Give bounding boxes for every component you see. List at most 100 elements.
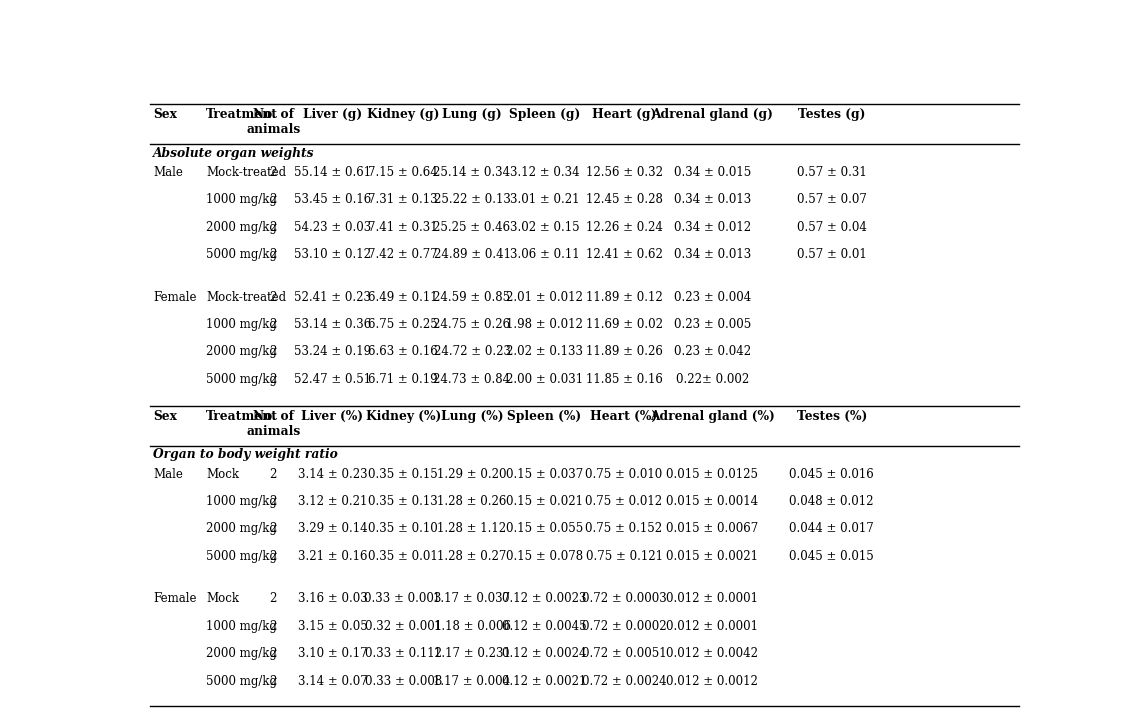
Text: 1.29 ± 0.20: 1.29 ± 0.20 <box>438 468 507 481</box>
Text: 0.33 ± 0.008: 0.33 ± 0.008 <box>365 675 442 688</box>
Text: 3.15 ± 0.05: 3.15 ± 0.05 <box>298 620 367 633</box>
Text: 11.89 ± 0.12: 11.89 ± 0.12 <box>586 291 662 304</box>
Text: 53.24 ± 0.19: 53.24 ± 0.19 <box>294 346 370 358</box>
Text: 0.57 ± 0.01: 0.57 ± 0.01 <box>797 248 866 261</box>
Text: Mock: Mock <box>206 468 239 481</box>
Text: 1.17 ± 0.231: 1.17 ± 0.231 <box>433 647 511 660</box>
Text: Female: Female <box>153 592 196 605</box>
Text: 53.10 ± 0.12: 53.10 ± 0.12 <box>294 248 370 261</box>
Text: 53.14 ± 0.36: 53.14 ± 0.36 <box>294 318 372 331</box>
Text: Absolute organ weights: Absolute organ weights <box>153 146 315 160</box>
Text: Treatment: Treatment <box>206 410 278 423</box>
Text: 2: 2 <box>269 495 277 508</box>
Text: Lung (g): Lung (g) <box>442 108 502 122</box>
Text: 12.45 ± 0.28: 12.45 ± 0.28 <box>586 193 662 206</box>
Text: 1000 mg/kg: 1000 mg/kg <box>206 318 277 331</box>
Text: 0.15 ± 0.078: 0.15 ± 0.078 <box>506 550 583 562</box>
Text: 2: 2 <box>269 647 277 660</box>
Text: Liver (g): Liver (g) <box>303 108 363 122</box>
Text: 0.57 ± 0.07: 0.57 ± 0.07 <box>797 193 866 206</box>
Text: 0.045 ± 0.015: 0.045 ± 0.015 <box>789 550 874 562</box>
Text: 12.26 ± 0.24: 12.26 ± 0.24 <box>586 220 662 233</box>
Text: 11.85 ± 0.16: 11.85 ± 0.16 <box>586 373 662 386</box>
Text: Spleen (g): Spleen (g) <box>508 108 580 122</box>
Text: 0.012 ± 0.0042: 0.012 ± 0.0042 <box>667 647 758 660</box>
Text: 0.044 ± 0.017: 0.044 ± 0.017 <box>789 523 874 535</box>
Text: 0.75 ± 0.152: 0.75 ± 0.152 <box>586 523 662 535</box>
Text: 1.98 ± 0.012: 1.98 ± 0.012 <box>506 318 583 331</box>
Text: 2: 2 <box>269 620 277 633</box>
Text: 1000 mg/kg: 1000 mg/kg <box>206 495 277 508</box>
Text: 1.28 ± 0.27: 1.28 ± 0.27 <box>438 550 507 562</box>
Text: 0.72 ± 0.0024: 0.72 ± 0.0024 <box>581 675 666 688</box>
Text: 24.75 ± 0.26: 24.75 ± 0.26 <box>433 318 511 331</box>
Text: Organ to body weight ratio: Organ to body weight ratio <box>153 449 337 461</box>
Text: 5000 mg/kg: 5000 mg/kg <box>206 248 277 261</box>
Text: 0.34 ± 0.013: 0.34 ± 0.013 <box>674 248 751 261</box>
Text: 24.59 ± 0.85: 24.59 ± 0.85 <box>433 291 511 304</box>
Text: Kidney (g): Kidney (g) <box>367 108 439 122</box>
Text: 7.41 ± 0.31: 7.41 ± 0.31 <box>368 220 438 233</box>
Text: 3.12 ± 0.21: 3.12 ± 0.21 <box>298 495 367 508</box>
Text: Male: Male <box>153 166 184 178</box>
Text: 1.18 ± 0.006: 1.18 ± 0.006 <box>433 620 511 633</box>
Text: 0.23 ± 0.005: 0.23 ± 0.005 <box>674 318 751 331</box>
Text: No. of
animals: No. of animals <box>246 410 300 438</box>
Text: Sex: Sex <box>153 410 177 423</box>
Text: 25.14 ± 0.34: 25.14 ± 0.34 <box>433 166 511 178</box>
Text: 0.15 ± 0.021: 0.15 ± 0.021 <box>506 495 583 508</box>
Text: 24.89 ± 0.41: 24.89 ± 0.41 <box>433 248 511 261</box>
Text: 0.32 ± 0.001: 0.32 ± 0.001 <box>365 620 441 633</box>
Text: 0.15 ± 0.055: 0.15 ± 0.055 <box>506 523 584 535</box>
Text: 0.57 ± 0.31: 0.57 ± 0.31 <box>797 166 866 178</box>
Text: 2.00 ± 0.031: 2.00 ± 0.031 <box>506 373 583 386</box>
Text: 0.015 ± 0.0021: 0.015 ± 0.0021 <box>667 550 758 562</box>
Text: 3.02 ± 0.15: 3.02 ± 0.15 <box>510 220 579 233</box>
Text: 53.45 ± 0.16: 53.45 ± 0.16 <box>294 193 372 206</box>
Text: 2: 2 <box>269 318 277 331</box>
Text: 0.012 ± 0.0001: 0.012 ± 0.0001 <box>667 592 758 605</box>
Text: Mock: Mock <box>206 592 239 605</box>
Text: 3.06 ± 0.11: 3.06 ± 0.11 <box>510 248 579 261</box>
Text: Female: Female <box>153 291 196 304</box>
Text: 2: 2 <box>269 166 277 178</box>
Text: 0.35 ± 0.15: 0.35 ± 0.15 <box>368 468 438 481</box>
Text: 3.29 ± 0.14: 3.29 ± 0.14 <box>298 523 367 535</box>
Text: 0.72 ± 0.0002: 0.72 ± 0.0002 <box>581 620 666 633</box>
Text: 6.49 ± 0.11: 6.49 ± 0.11 <box>368 291 438 304</box>
Text: 2.01 ± 0.012: 2.01 ± 0.012 <box>506 291 583 304</box>
Text: 1000 mg/kg: 1000 mg/kg <box>206 620 277 633</box>
Text: 0.12 ± 0.0045: 0.12 ± 0.0045 <box>503 620 587 633</box>
Text: Mock-treated: Mock-treated <box>206 166 286 178</box>
Text: 2.02 ± 0.133: 2.02 ± 0.133 <box>506 346 583 358</box>
Text: 25.22 ± 0.13: 25.22 ± 0.13 <box>433 193 511 206</box>
Text: 2: 2 <box>269 523 277 535</box>
Text: 2: 2 <box>269 675 277 688</box>
Text: 52.47 ± 0.51: 52.47 ± 0.51 <box>294 373 370 386</box>
Text: 2000 mg/kg: 2000 mg/kg <box>206 523 277 535</box>
Text: 3.21 ± 0.16: 3.21 ± 0.16 <box>298 550 367 562</box>
Text: 3.14 ± 0.23: 3.14 ± 0.23 <box>298 468 367 481</box>
Text: 6.63 ± 0.16: 6.63 ± 0.16 <box>368 346 438 358</box>
Text: 0.048 ± 0.012: 0.048 ± 0.012 <box>789 495 874 508</box>
Text: 55.14 ± 0.61: 55.14 ± 0.61 <box>294 166 370 178</box>
Text: 0.72 ± 0.0003: 0.72 ± 0.0003 <box>581 592 667 605</box>
Text: 3.01 ± 0.21: 3.01 ± 0.21 <box>510 193 579 206</box>
Text: 5000 mg/kg: 5000 mg/kg <box>206 373 277 386</box>
Text: Heart (g): Heart (g) <box>592 108 657 122</box>
Text: 0.23 ± 0.042: 0.23 ± 0.042 <box>674 346 751 358</box>
Text: 2: 2 <box>269 550 277 562</box>
Text: 0.75 ± 0.012: 0.75 ± 0.012 <box>586 495 662 508</box>
Text: 7.42 ± 0.77: 7.42 ± 0.77 <box>368 248 438 261</box>
Text: 3.14 ± 0.07: 3.14 ± 0.07 <box>298 675 367 688</box>
Text: Treatment: Treatment <box>206 108 278 122</box>
Text: 2: 2 <box>269 592 277 605</box>
Text: 0.22± 0.002: 0.22± 0.002 <box>676 373 749 386</box>
Text: 2000 mg/kg: 2000 mg/kg <box>206 346 277 358</box>
Text: 7.31 ± 0.13: 7.31 ± 0.13 <box>368 193 438 206</box>
Text: 3.16 ± 0.03: 3.16 ± 0.03 <box>298 592 367 605</box>
Text: Mock-treated: Mock-treated <box>206 291 286 304</box>
Text: 11.89 ± 0.26: 11.89 ± 0.26 <box>586 346 662 358</box>
Text: 25.25 ± 0.46: 25.25 ± 0.46 <box>433 220 511 233</box>
Text: 0.12 ± 0.0024: 0.12 ± 0.0024 <box>503 647 587 660</box>
